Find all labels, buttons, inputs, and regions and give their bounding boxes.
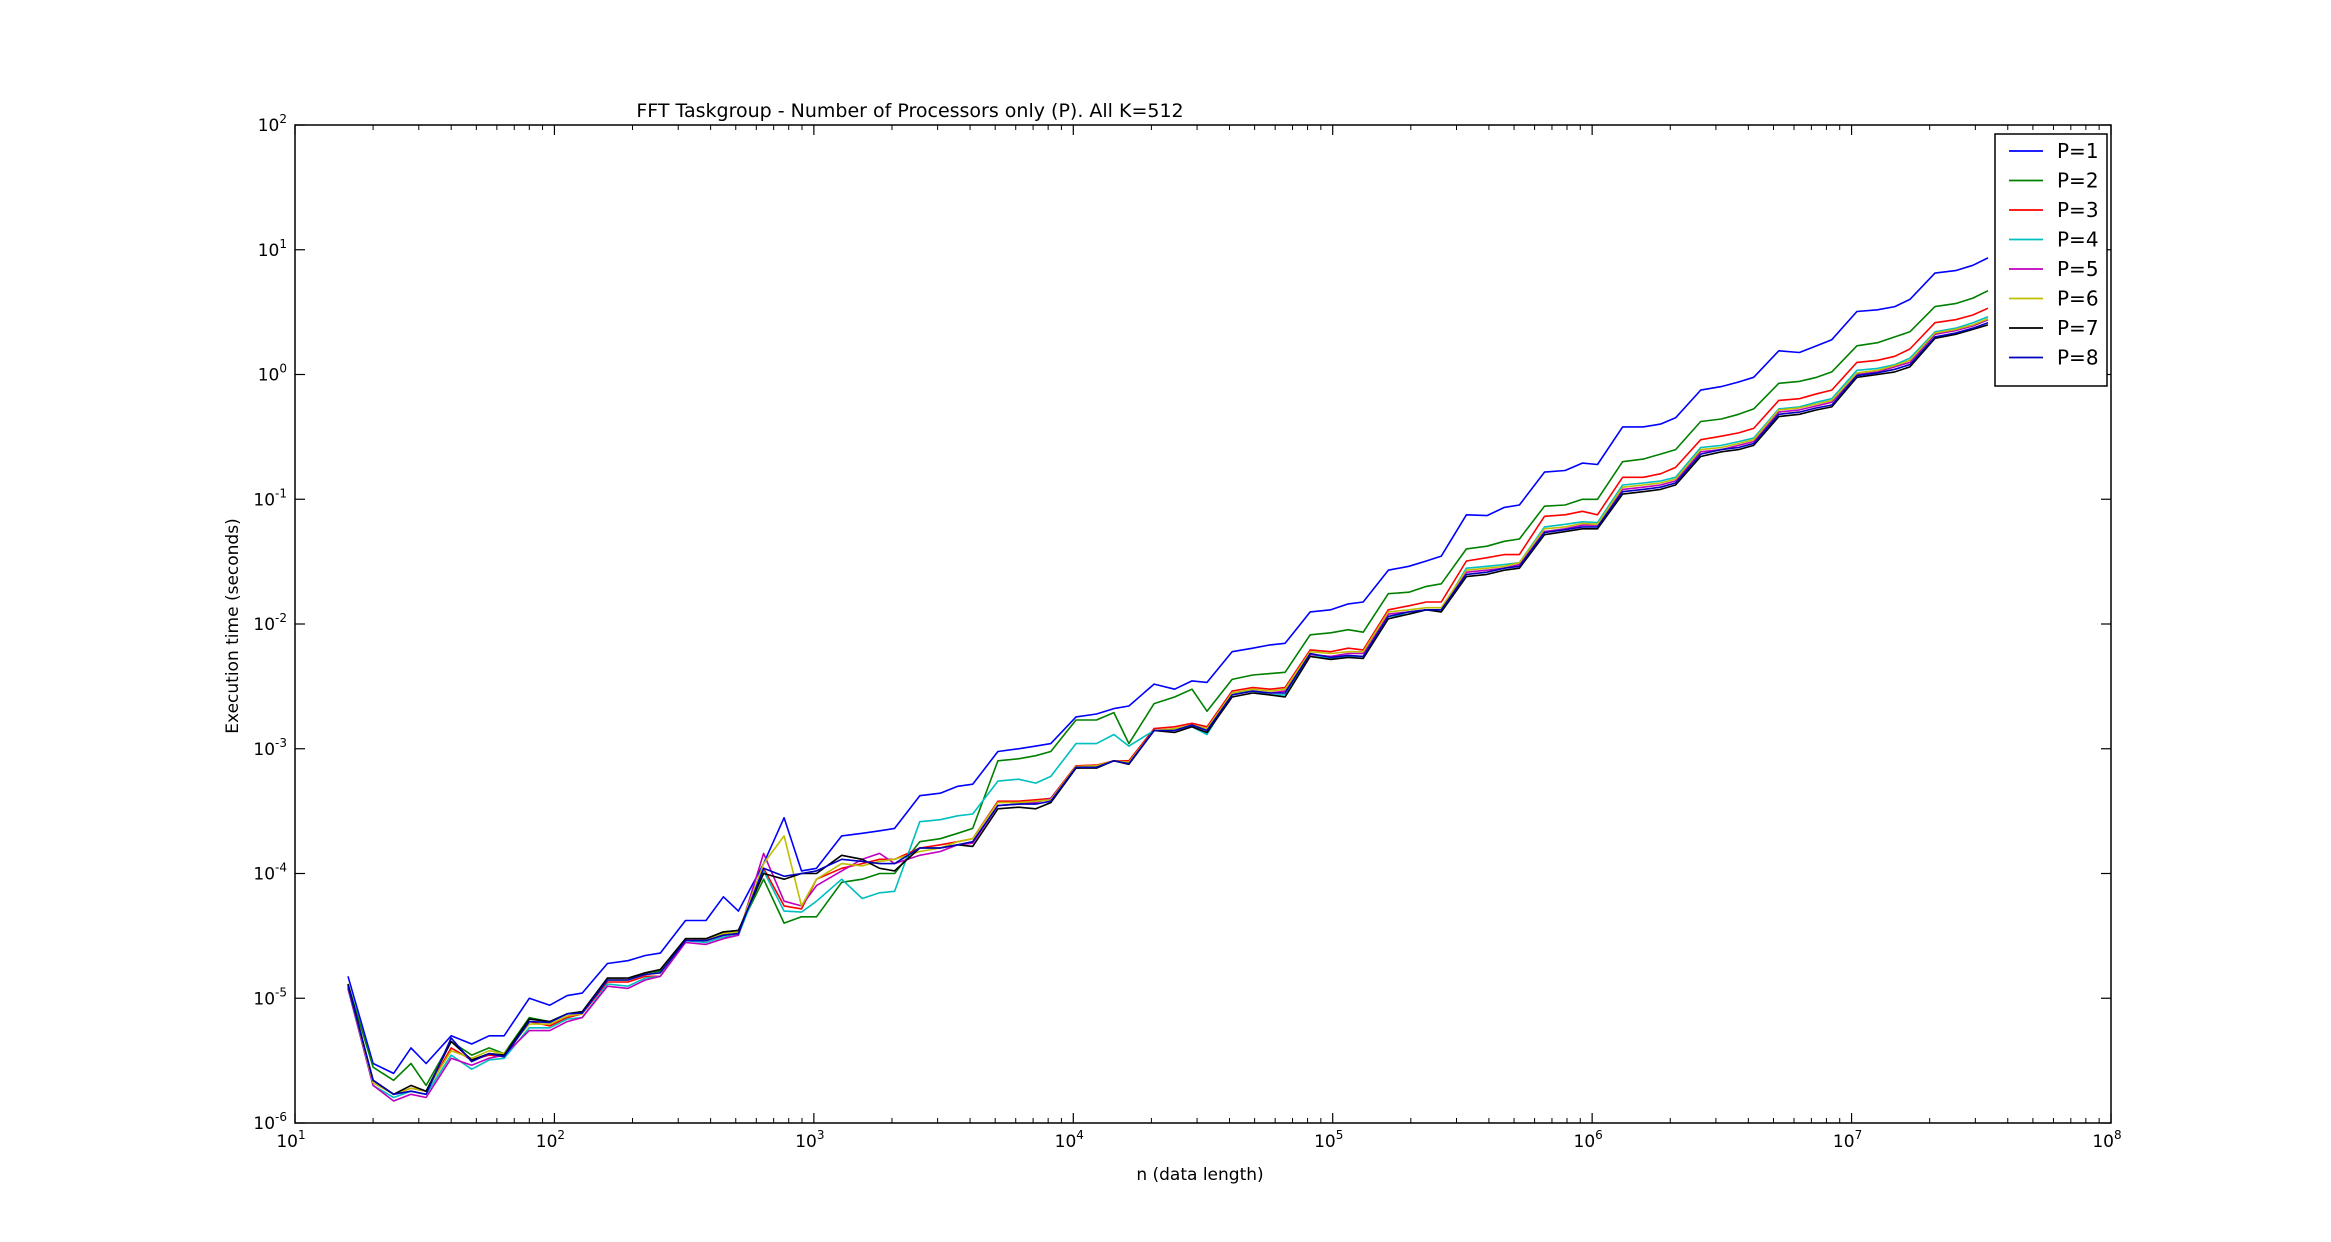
y-tick-label: 100 [258, 362, 287, 386]
y-tick-exponent: -6 [275, 1110, 287, 1124]
x-tick-exponent: 4 [1076, 1128, 1084, 1142]
x-axis-label: n (data length) [1136, 1165, 1263, 1185]
legend-label: P=5 [2057, 257, 2099, 281]
legend-box [1994, 133, 2108, 387]
y-tick-base: 10 [253, 989, 275, 1009]
x-tick-exponent: 3 [817, 1128, 825, 1142]
legend-label: P=1 [2057, 139, 2099, 163]
x-tick-base: 10 [1314, 1132, 1336, 1152]
y-tick-base: 10 [258, 366, 280, 386]
y-tick-label: 10-4 [253, 861, 287, 885]
x-tick-exponent: 5 [1336, 1128, 1344, 1142]
y-tick-exponent: -5 [275, 985, 287, 999]
plot-frame [294, 124, 2112, 1124]
y-tick-label: 102 [258, 112, 287, 136]
x-tick-base: 10 [1055, 1132, 1077, 1152]
x-tick-label: 103 [795, 1128, 824, 1152]
y-tick-exponent: 0 [279, 362, 287, 376]
y-tick-exponent: -2 [275, 611, 287, 625]
y-tick-base: 10 [258, 116, 280, 136]
legend-label: P=3 [2057, 198, 2099, 222]
series-line-8 [347, 321, 1989, 1096]
y-tick-base: 10 [253, 1114, 275, 1134]
x-tick-base: 10 [795, 1132, 817, 1152]
x-tick-label: 106 [1574, 1128, 1603, 1152]
y-tick-base: 10 [258, 241, 280, 261]
x-tick-exponent: 2 [557, 1128, 565, 1142]
chart-title: FFT Taskgroup - Number of Processors onl… [636, 100, 1183, 122]
legend-label: P=2 [2057, 169, 2099, 193]
x-tick-label: 108 [2092, 1128, 2121, 1152]
legend-label: P=4 [2057, 228, 2099, 252]
x-tick-label: 101 [276, 1128, 305, 1152]
x-tick-exponent: 1 [298, 1128, 306, 1142]
y-tick-label: 10-1 [253, 486, 287, 510]
x-tick-base: 10 [1574, 1132, 1596, 1152]
y-tick-exponent: 1 [279, 237, 287, 251]
x-tick-label: 105 [1314, 1128, 1343, 1152]
y-tick-label: 10-3 [253, 736, 287, 760]
x-tick-label: 104 [1055, 1128, 1084, 1152]
y-tick-exponent: -1 [275, 486, 287, 500]
legend: P=1 P=2 P=3 P=4 P=5 P=6 P=7 P=8 [1994, 133, 2108, 387]
x-tick-exponent: 7 [1855, 1128, 1863, 1142]
x-tick-base: 10 [2092, 1132, 2114, 1152]
x-tick-base: 10 [1833, 1132, 1855, 1152]
y-tick-exponent: -4 [275, 861, 287, 875]
x-tick-base: 10 [536, 1132, 558, 1152]
legend-label: P=7 [2057, 316, 2099, 340]
y-tick-base: 10 [253, 615, 275, 635]
y-tick-exponent: -3 [275, 736, 287, 750]
y-tick-base: 10 [253, 740, 275, 760]
y-tick-label: 10-2 [253, 611, 287, 635]
legend-label: P=8 [2057, 346, 2099, 370]
x-tick-exponent: 6 [1595, 1128, 1603, 1142]
x-tick-label: 107 [1833, 1128, 1862, 1152]
y-tick-exponent: 2 [279, 112, 287, 126]
x-tick-exponent: 8 [2114, 1128, 2122, 1142]
y-tick-label: 101 [258, 237, 287, 261]
y-tick-base: 10 [253, 865, 275, 885]
series-line-7 [347, 324, 1989, 1096]
series-line-3 [347, 307, 1989, 1096]
series-line-1 [347, 257, 1989, 1075]
x-tick-base: 10 [276, 1132, 298, 1152]
x-tick-label: 102 [536, 1128, 565, 1152]
y-tick-label: 10-5 [253, 985, 287, 1009]
legend-label: P=6 [2057, 287, 2099, 311]
y-axis-label: Execution time (seconds) [223, 518, 243, 733]
y-tick-base: 10 [253, 490, 275, 510]
y-tick-label: 10-6 [253, 1110, 287, 1134]
series-layer [347, 257, 1989, 1102]
